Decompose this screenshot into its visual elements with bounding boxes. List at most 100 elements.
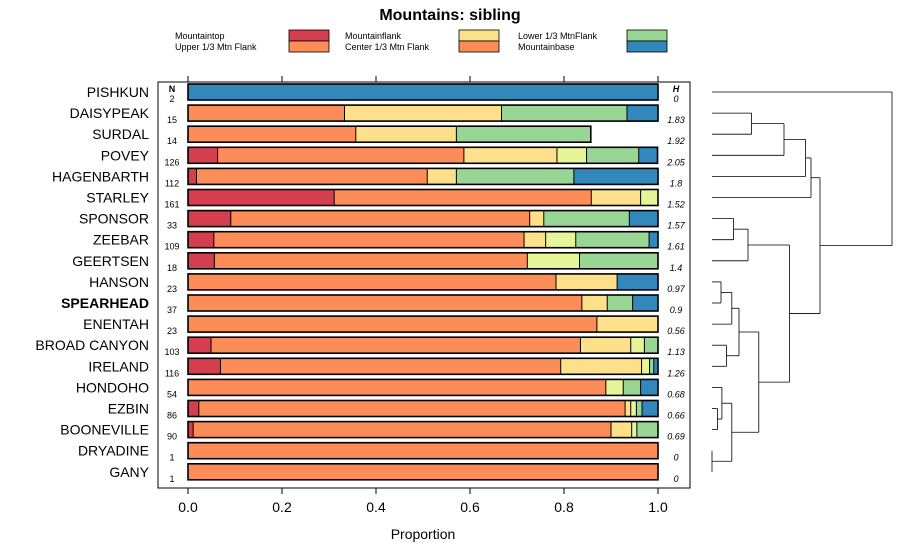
bar-segment xyxy=(642,400,658,417)
n-value: 161 xyxy=(164,200,179,210)
legend-label: Mountainflank xyxy=(345,31,402,41)
bar-outline xyxy=(187,209,659,228)
bar-segment xyxy=(575,231,650,248)
legend-swatch xyxy=(626,29,668,42)
bar-outline xyxy=(187,420,659,439)
bar-segment xyxy=(573,168,658,185)
bar-outline xyxy=(187,188,659,207)
row-label: ZEEBAR xyxy=(93,232,149,248)
bar-segment xyxy=(641,358,650,375)
n-value: 37 xyxy=(167,305,177,315)
legend-label: Mountaintop xyxy=(175,31,225,41)
h-value: 0.66 xyxy=(667,411,685,421)
legend-label: Upper 1/3 Mtn Flank xyxy=(175,42,257,52)
chart-title: Mountains: sibling xyxy=(379,7,520,24)
bar-segment xyxy=(214,252,528,269)
n-value: 2 xyxy=(169,94,174,104)
bar-segment xyxy=(586,147,639,164)
row-label: PISHKUN xyxy=(87,84,149,100)
x-tick-label: 1.0 xyxy=(648,499,668,515)
bar-segment xyxy=(611,421,632,438)
bar-outline xyxy=(187,83,659,101)
bar-outline xyxy=(187,315,659,333)
row-label: SURDAL xyxy=(92,126,149,142)
bar-segment xyxy=(630,337,645,354)
bar-segment xyxy=(344,105,502,122)
bar-segment xyxy=(188,316,597,333)
bar-segment xyxy=(626,105,658,122)
bar-segment xyxy=(220,358,561,375)
row-label: DRYADINE xyxy=(78,443,149,459)
bar-outline xyxy=(187,357,659,376)
bar-outline xyxy=(187,399,659,418)
bar-segment xyxy=(644,337,658,354)
bar-outline xyxy=(187,104,659,122)
bar-segment xyxy=(632,295,658,311)
bar-segment xyxy=(188,442,658,459)
h-value: 0.68 xyxy=(667,389,685,399)
bar-segment xyxy=(188,168,197,185)
bar-segment xyxy=(605,379,624,396)
bar-segment xyxy=(463,147,557,164)
bar-segment xyxy=(529,210,544,227)
bar-outline xyxy=(187,273,659,291)
h-value: 0.97 xyxy=(667,284,686,294)
bar-segment xyxy=(596,316,658,333)
h-value: 1.4 xyxy=(670,263,683,273)
bar-outline xyxy=(187,167,659,186)
bar-segment xyxy=(623,379,641,396)
bar-segment xyxy=(456,126,591,143)
bar-segment xyxy=(629,210,658,227)
x-tick-label: 0.4 xyxy=(366,499,386,515)
n-value: 54 xyxy=(167,389,177,399)
h-value: 1.61 xyxy=(667,242,685,252)
n-value: 1 xyxy=(169,453,174,463)
bar-segment xyxy=(456,168,574,185)
bar-segment xyxy=(188,421,194,438)
row-label: ENENTAH xyxy=(83,316,149,332)
bar-outline xyxy=(187,378,659,397)
bar-segment xyxy=(188,358,221,375)
bar-segment xyxy=(427,168,457,185)
row-label: STARLEY xyxy=(86,190,149,206)
bar-segment xyxy=(188,147,218,164)
n-value: 112 xyxy=(165,178,179,188)
h-value: 0.69 xyxy=(667,432,685,442)
bar-segment xyxy=(640,189,658,206)
h-value: 0 xyxy=(673,94,678,104)
row-label: HAGENBARTH xyxy=(52,168,149,184)
row-label: HONDOHO xyxy=(76,379,149,395)
bar-segment xyxy=(188,295,582,311)
bar-outline xyxy=(187,462,659,481)
bar-segment xyxy=(334,189,592,206)
bar-segment xyxy=(198,400,626,417)
h-value: 1.57 xyxy=(667,221,686,231)
bar-segment xyxy=(625,400,631,417)
bar-outline xyxy=(187,294,659,312)
row-label: HANSON xyxy=(89,274,149,290)
bar-segment xyxy=(556,147,587,164)
bar-outline xyxy=(187,252,659,270)
row-label: DAISYPEAK xyxy=(70,105,150,121)
bar-segment xyxy=(188,379,606,396)
n-value: 1 xyxy=(169,474,174,484)
n-value: 23 xyxy=(167,326,177,336)
h-value: 0 xyxy=(673,474,678,484)
bar-segment xyxy=(188,105,345,122)
h-value: 0 xyxy=(673,453,678,463)
bar-segment xyxy=(638,147,658,164)
bar-segment xyxy=(543,210,630,227)
row-label: GANY xyxy=(109,464,149,480)
bar-segment xyxy=(580,337,631,354)
x-tick-label: 0.6 xyxy=(460,499,480,515)
bars: 2 0 15 1.83 14 1.92 126 2.05 112 1.8 161 1.52 33 1.57… xyxy=(164,83,686,484)
n-value: 23 xyxy=(167,284,177,294)
bar-segment xyxy=(631,421,637,438)
bar-segment xyxy=(188,210,231,227)
row-label: EZBIN xyxy=(108,401,149,417)
h-value: 1.83 xyxy=(667,115,685,125)
bar-outline xyxy=(187,336,659,355)
x-axis: 0.0 0.2 0.4 0.6 0.8 1.0 xyxy=(178,76,668,515)
